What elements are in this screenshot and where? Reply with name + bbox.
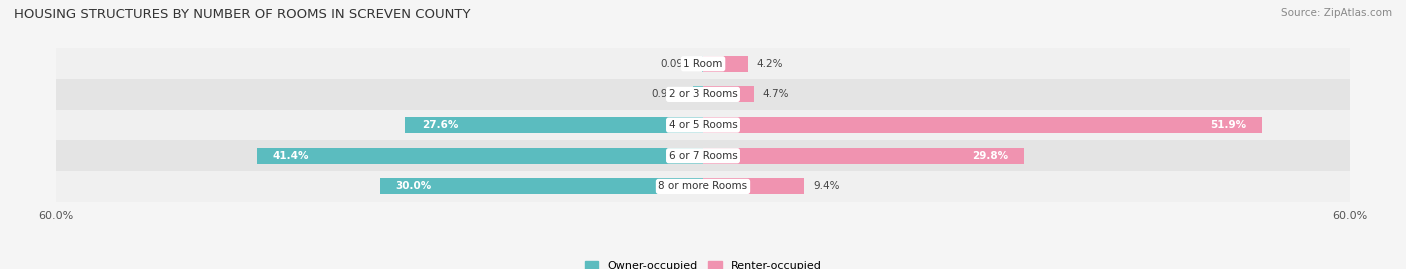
Text: Source: ZipAtlas.com: Source: ZipAtlas.com: [1281, 8, 1392, 18]
Bar: [56, 79, 1350, 110]
Bar: [703, 86, 754, 102]
Text: 1 Room: 1 Room: [683, 59, 723, 69]
Text: 51.9%: 51.9%: [1211, 120, 1246, 130]
Text: 27.6%: 27.6%: [422, 120, 458, 130]
Legend: Owner-occupied, Renter-occupied: Owner-occupied, Renter-occupied: [581, 257, 825, 269]
Bar: [703, 178, 804, 194]
Bar: [405, 117, 703, 133]
Bar: [56, 48, 1350, 79]
Bar: [56, 140, 1350, 171]
Bar: [380, 178, 703, 194]
Text: 8 or more Rooms: 8 or more Rooms: [658, 181, 748, 192]
Bar: [703, 148, 1024, 164]
Text: 9.4%: 9.4%: [813, 181, 839, 192]
Text: 0.94%: 0.94%: [651, 89, 685, 100]
Bar: [693, 86, 703, 102]
Text: 29.8%: 29.8%: [972, 151, 1008, 161]
Bar: [257, 148, 703, 164]
Bar: [703, 117, 1263, 133]
Text: 4.2%: 4.2%: [756, 59, 783, 69]
Text: 41.4%: 41.4%: [273, 151, 309, 161]
Text: HOUSING STRUCTURES BY NUMBER OF ROOMS IN SCREVEN COUNTY: HOUSING STRUCTURES BY NUMBER OF ROOMS IN…: [14, 8, 471, 21]
Text: 0.09%: 0.09%: [661, 59, 693, 69]
Bar: [703, 56, 748, 72]
Text: 6 or 7 Rooms: 6 or 7 Rooms: [669, 151, 737, 161]
Text: 4 or 5 Rooms: 4 or 5 Rooms: [669, 120, 737, 130]
Bar: [56, 171, 1350, 202]
Text: 4.7%: 4.7%: [762, 89, 789, 100]
Bar: [56, 110, 1350, 140]
Text: 30.0%: 30.0%: [396, 181, 432, 192]
Text: 2 or 3 Rooms: 2 or 3 Rooms: [669, 89, 737, 100]
